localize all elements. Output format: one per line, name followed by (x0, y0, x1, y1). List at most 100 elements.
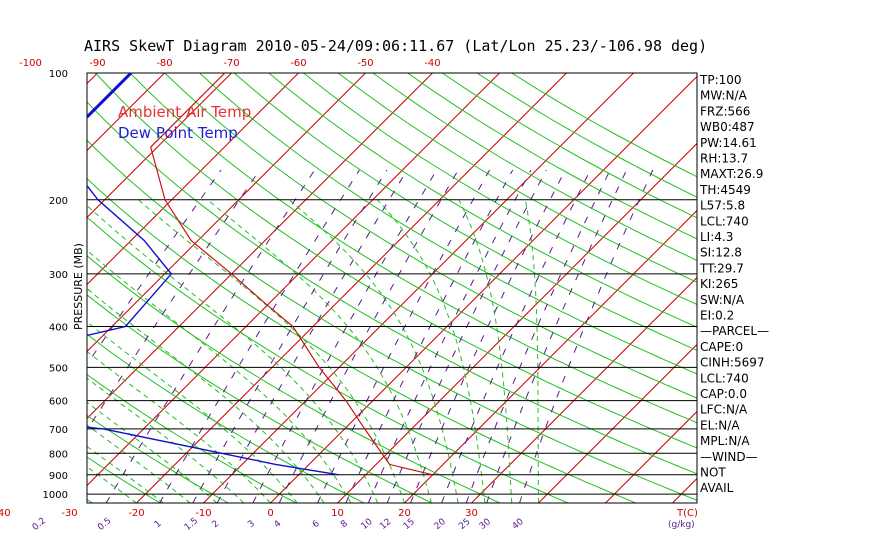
dry-adiabats (0, 73, 697, 503)
x-axis-label: T(C) (676, 508, 698, 519)
pressure-tick-label: 900 (49, 471, 68, 482)
isotherms (87, 73, 697, 503)
pressure-tick-label: 400 (49, 323, 68, 334)
pressure-tick-labels: 100 200 300 400 500 600 700 800 900 1000 (43, 69, 68, 501)
moist-adiabat-line (87, 350, 271, 503)
dry-adiabat-line (87, 255, 501, 503)
chart-title: AIRS SkewT Diagram 2010-05-24/09:06:11.6… (84, 37, 707, 55)
isotherm-line (87, 73, 500, 487)
stability-index-item: RH:13.7 (700, 152, 748, 166)
pressure-tick-label: 100 (49, 69, 68, 80)
dry-adiabat-line (199, 73, 697, 375)
dry-adiabat-line (268, 73, 697, 328)
mixing-ratio-line (192, 169, 388, 503)
isotherm-line (87, 73, 366, 353)
top-temperature-tick-label: -90 (89, 58, 105, 69)
dry-adiabat-line (511, 73, 697, 178)
moist-adiabat-line (87, 466, 137, 503)
stability-index-item: TH:4549 (699, 183, 751, 197)
y-axis-label: PRESSURE (MB) (72, 243, 85, 330)
pressure-tick-label: 800 (49, 449, 68, 460)
dry-adiabat-line (87, 101, 697, 475)
stability-index-item: EL:N/A (700, 418, 740, 432)
mixing-ratio-line (216, 169, 408, 503)
dry-adiabat-line (129, 73, 697, 424)
mixing-ratio-line (87, 169, 261, 431)
bottom-temperature-tick-label: 0 (267, 508, 273, 519)
stability-index-item: EI:0.2 (700, 309, 734, 323)
top-temperature-tick-label: -70 (223, 58, 239, 69)
pressure-tick-label: 600 (49, 397, 68, 408)
dry-adiabat-line (87, 294, 433, 503)
moist-adiabat-line (288, 199, 459, 503)
stability-index-item: MAXT:26.9 (700, 167, 763, 181)
mixing-ratio-tick-label: 0.2 (31, 516, 48, 533)
stability-index-item: WB0:487 (700, 120, 755, 134)
isotherm-line (87, 73, 165, 152)
isotherm-line (87, 73, 232, 219)
dry-adiabat-line (87, 333, 365, 503)
mixing-ratio-tick-label: 8 (339, 519, 350, 531)
mixing-ratio-tick-label: 30 (478, 517, 493, 532)
top-temperature-tick-label: -50 (357, 58, 373, 69)
pressure-tick-label: 500 (49, 363, 68, 374)
sounding-series (87, 73, 433, 476)
mixing-ratio-line (386, 169, 547, 503)
pressure-tick-label: 700 (49, 425, 68, 436)
moist-adiabat-line (87, 377, 245, 503)
dry-adiabat-line (87, 456, 161, 503)
bottom-temperature-tick-label: -30 (61, 508, 77, 519)
isotherm-line (404, 209, 697, 503)
stability-index-item: CAPE:0 (700, 340, 743, 354)
moist-adiabat-line (87, 424, 191, 503)
mixing-ratio-line (410, 169, 566, 503)
dry-adiabat-line (372, 73, 697, 261)
mixing-ratio-tick-label: 10 (360, 517, 375, 532)
bottom-temperature-tick-label: 10 (331, 508, 344, 519)
mixing-ratio-tick-label: 12 (378, 517, 393, 532)
stability-index-item: LCL:740 (700, 371, 749, 385)
stability-index-item: LCL:740 (700, 214, 749, 228)
mixing-ratio-tick-label: 1 (153, 519, 164, 530)
pressure-tick-label: 1000 (43, 490, 68, 501)
dry-adiabat-line (87, 216, 569, 503)
stability-index-item: TP:100 (699, 73, 742, 87)
stability-index-item: CAP:0.0 (700, 387, 747, 401)
mixing-ratio-line (159, 169, 360, 503)
mixing-ratio-unit: (g/kg) (668, 520, 695, 530)
moist-adiabats (87, 199, 539, 503)
stability-index-item: AVAIL (700, 481, 734, 495)
top-temperature-ticks: -120-110-100-90-80-70-60-50-40 (19, 58, 441, 69)
dew-point-temp-line (87, 73, 340, 476)
moist-adiabat-line (377, 199, 486, 503)
isotherm-line (87, 73, 433, 420)
mixing-ratio-ticks: 0.1 0.2 0.5 1 1.5 2 3 4 6 8 10 12 15 20 25 30 40 (0, 516, 526, 533)
mixing-ratio-tick-label: 20 (433, 517, 448, 532)
mixing-ratio-tick-label: 2 (211, 519, 222, 530)
top-temperature-tick-label: -100 (19, 58, 42, 69)
plot-frame (86, 72, 698, 504)
mixing-ratio-line (317, 169, 491, 503)
mixing-ratio-tick-label: 25 (457, 517, 472, 532)
moist-adiabat-line (524, 199, 539, 503)
bottom-temperature-tick-label: 30 (465, 508, 478, 519)
stability-index-item: TT:29.7 (699, 261, 744, 275)
mixing-ratio-line (105, 169, 316, 503)
moist-adiabat-line (207, 199, 432, 503)
stability-index-item: MW:N/A (700, 89, 748, 103)
dry-adiabat-line (303, 73, 697, 306)
mixing-ratio-tick-label: 3 (246, 519, 257, 530)
isotherm-line (538, 343, 697, 503)
stability-index-item: FRZ:566 (700, 104, 750, 118)
mixing-ratio-line (345, 169, 514, 503)
dry-adiabat-line (0, 73, 24, 503)
mixing-ratio-line (367, 169, 532, 503)
stability-index-item: SI:12.8 (700, 246, 742, 260)
dry-adiabat-line (87, 177, 637, 503)
dry-adiabat-line (95, 73, 697, 449)
moist-adiabat-line (87, 287, 325, 503)
mixing-ratio-lines (87, 169, 654, 503)
bottom-temperature-tick-label: 20 (398, 508, 411, 519)
